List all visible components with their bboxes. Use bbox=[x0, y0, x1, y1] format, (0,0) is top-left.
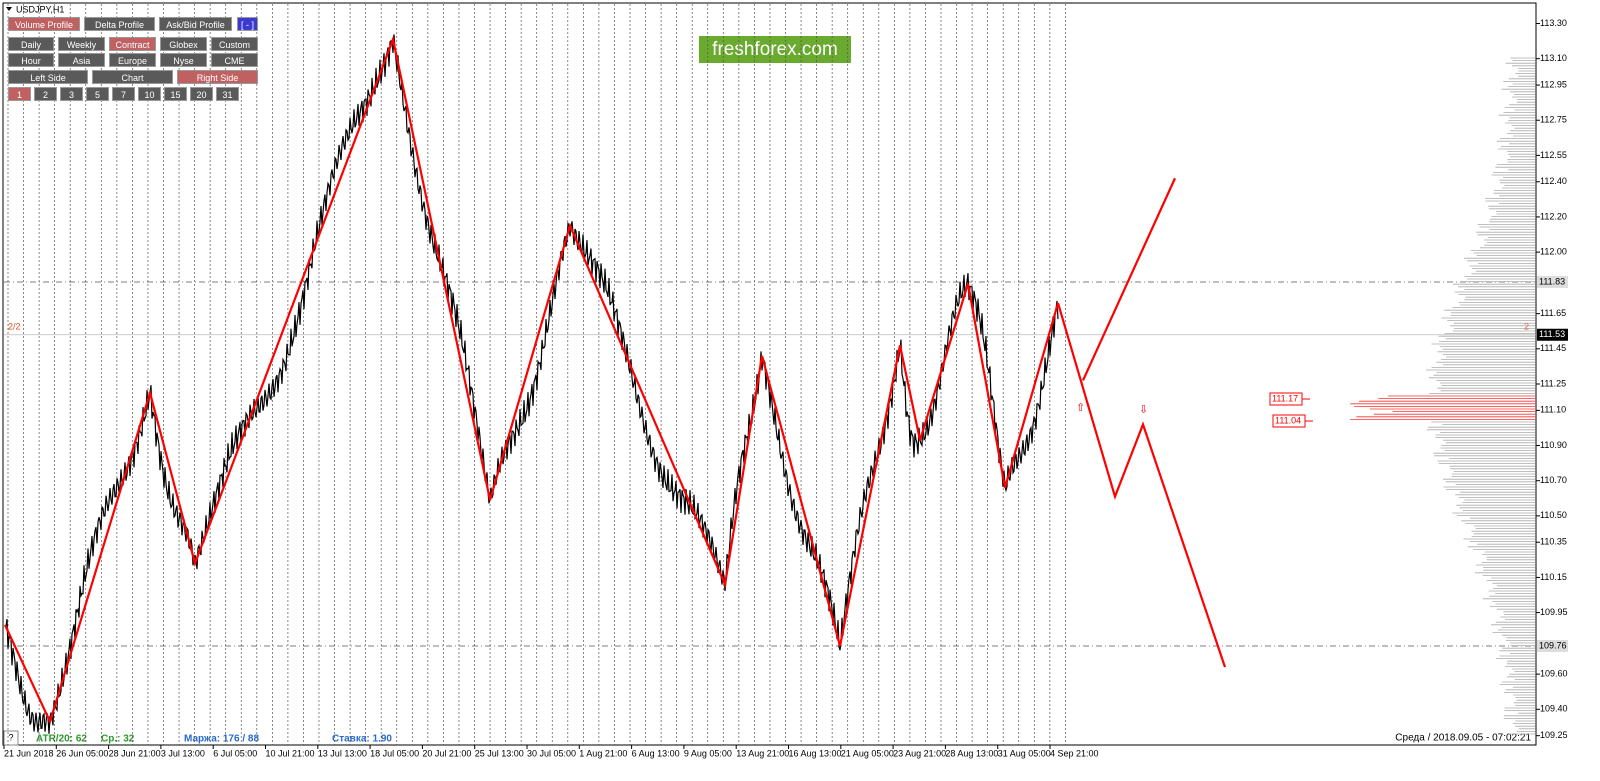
price-highlight-box bbox=[1537, 640, 1568, 652]
price-label: 110.35 bbox=[1540, 537, 1567, 547]
price-label: 110.15 bbox=[1540, 572, 1567, 582]
price-label: 111.25 bbox=[1540, 378, 1566, 388]
logo-box bbox=[699, 36, 851, 63]
title-arrow bbox=[6, 7, 12, 11]
profile-label: 111.04 bbox=[1275, 415, 1301, 425]
status-datetime: Среда / 2018.09.05 - 07:02:21 bbox=[1395, 733, 1531, 744]
price-label: 109.60 bbox=[1540, 669, 1568, 679]
forecast bbox=[1056, 302, 1227, 668]
toolbar-button[interactable]: Volume Profile bbox=[8, 17, 80, 31]
toolbar-button[interactable]: Daily bbox=[8, 37, 54, 51]
forecast-branch bbox=[1081, 177, 1177, 381]
price-label: 112.20 bbox=[1540, 211, 1567, 221]
price-highlight-box bbox=[1537, 328, 1568, 341]
toolbar-button[interactable]: Europe bbox=[109, 53, 156, 67]
status-atr: ATR/20: 62 bbox=[36, 734, 87, 745]
toolbar-button[interactable]: Nyse bbox=[160, 53, 207, 67]
toolbar-button[interactable]: Asia bbox=[58, 53, 105, 67]
zigzag bbox=[4, 35, 1060, 725]
status-rate: Ставка: 1.90 bbox=[332, 734, 392, 745]
toolbar-button[interactable]: Delta Profile bbox=[84, 17, 155, 31]
toolbar-button[interactable]: 7 bbox=[112, 87, 135, 101]
price-label: 112.40 bbox=[1540, 176, 1567, 186]
time-label: 9 Aug 05:00 bbox=[684, 748, 732, 758]
price-label: 112.95 bbox=[1540, 79, 1567, 89]
price-bars bbox=[4, 34, 1059, 734]
time-label: 6 Jul 05:00 bbox=[213, 748, 257, 758]
toolbar-button[interactable]: 2 bbox=[34, 87, 57, 101]
time-label: 6 Aug 13:00 bbox=[632, 748, 680, 758]
price-highlight: 109.76 bbox=[1539, 640, 1567, 650]
toolbar-button[interactable]: Weekly bbox=[58, 37, 105, 51]
arrow-up: ⇧ bbox=[1076, 402, 1085, 414]
time-label: 21 Aug 05:00 bbox=[841, 748, 894, 758]
time-label: 30 Jul 05:00 bbox=[527, 748, 576, 758]
status-avg: Ср.: 32 bbox=[101, 734, 135, 745]
toolbar-button[interactable]: 3 bbox=[60, 87, 83, 101]
price-label: 110.50 bbox=[1540, 510, 1567, 520]
toolbar-button[interactable]: CME bbox=[211, 53, 258, 67]
level-left: 2/2 bbox=[8, 321, 21, 331]
price-label: 109.25 bbox=[1540, 730, 1568, 740]
toolbar-button[interactable]: Left Side bbox=[8, 70, 88, 84]
window-title: USDJPY,H1 bbox=[16, 4, 64, 14]
status-margin: Маржа: 176 / 88 bbox=[184, 734, 259, 745]
toolbar-button[interactable]: 31 bbox=[216, 87, 239, 101]
price-highlight: 111.83 bbox=[1539, 276, 1565, 286]
price-label: 113.10 bbox=[1540, 53, 1567, 63]
time-label: 21 Jun 2018 bbox=[4, 748, 54, 758]
help-label[interactable]: ? bbox=[8, 732, 13, 742]
price-label: 113.30 bbox=[1540, 18, 1567, 28]
price-label: 111.65 bbox=[1540, 308, 1566, 318]
price-label: 111.45 bbox=[1540, 343, 1566, 353]
time-label: 23 Aug 21:00 bbox=[893, 748, 946, 758]
price-label: 109.40 bbox=[1540, 704, 1568, 714]
time-label: 28 Jun 21:00 bbox=[109, 748, 161, 758]
toolbar-button[interactable]: [ - ] bbox=[237, 17, 258, 31]
price-highlight: 111.53 bbox=[1539, 329, 1565, 339]
price-label: 110.90 bbox=[1540, 440, 1567, 450]
price-label: 112.55 bbox=[1540, 150, 1567, 160]
arrow-down: ⇩ bbox=[1139, 404, 1148, 416]
profile-label: 111.17 bbox=[1272, 393, 1298, 403]
toolbar-button[interactable]: 5 bbox=[86, 87, 109, 101]
toolbar-button[interactable]: Right Side bbox=[177, 70, 258, 84]
price-label: 109.95 bbox=[1540, 607, 1568, 617]
time-label: 10 Jul 21:00 bbox=[266, 748, 315, 758]
toolbar-button[interactable]: 20 bbox=[190, 87, 213, 101]
time-label: 25 Jul 13:00 bbox=[475, 748, 524, 758]
time-label: 13 Aug 21:00 bbox=[736, 748, 789, 758]
help-button[interactable] bbox=[3, 730, 19, 746]
price-label: 112.00 bbox=[1540, 246, 1567, 256]
time-label: 31 Aug 05:00 bbox=[998, 748, 1051, 758]
time-label: 26 Jun 05:00 bbox=[56, 748, 108, 758]
toolbar-button[interactable]: Custom bbox=[211, 37, 258, 51]
time-label: 18 Jul 05:00 bbox=[370, 748, 419, 758]
toolbar-button[interactable]: 1 bbox=[8, 87, 31, 101]
price-label: 112.75 bbox=[1540, 115, 1567, 125]
toolbar-button[interactable]: 10 bbox=[138, 87, 161, 101]
time-label: 20 Jul 21:00 bbox=[422, 748, 471, 758]
time-label: 3 Jul 13:00 bbox=[161, 748, 205, 758]
time-label: 16 Aug 13:00 bbox=[789, 748, 842, 758]
toolbar-button[interactable]: 15 bbox=[164, 87, 187, 101]
level-right: 2 bbox=[1524, 321, 1529, 331]
toolbar-button[interactable]: Globex bbox=[160, 37, 207, 51]
toolbar-button[interactable]: Chart bbox=[92, 70, 173, 84]
time-label: 13 Jul 13:00 bbox=[318, 748, 367, 758]
toolbar-button[interactable]: Contract bbox=[109, 37, 156, 51]
time-label: 1 Aug 21:00 bbox=[579, 748, 627, 758]
price-label: 110.70 bbox=[1540, 475, 1567, 485]
plot-frame bbox=[2, 2, 1537, 746]
time-label: 28 Aug 13:00 bbox=[945, 748, 998, 758]
price-label: 111.10 bbox=[1540, 405, 1566, 415]
logo: freshforex.com bbox=[712, 39, 838, 60]
price-highlight-box bbox=[1537, 276, 1568, 288]
toolbar-button[interactable]: Hour bbox=[8, 53, 54, 67]
toolbar-button[interactable]: Ask/Bid Profile bbox=[159, 17, 232, 31]
time-label: 4 Sep 21:00 bbox=[1050, 748, 1099, 758]
